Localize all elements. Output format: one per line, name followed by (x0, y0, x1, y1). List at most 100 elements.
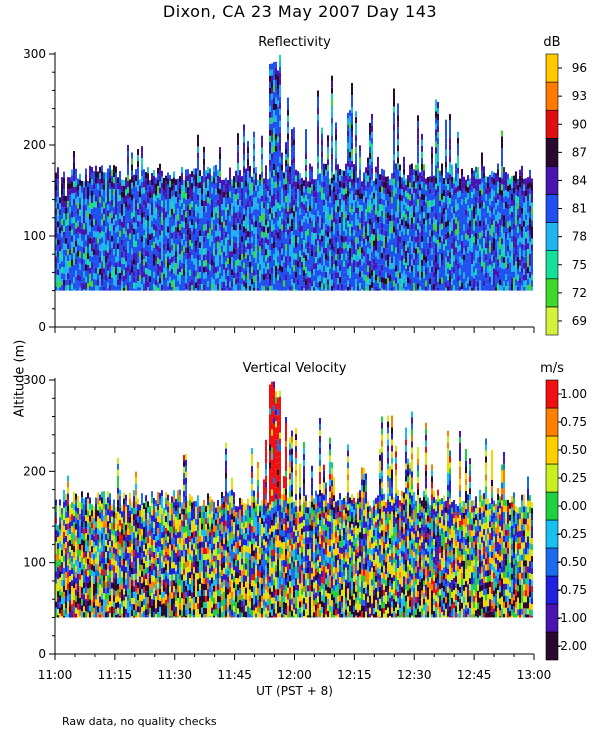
data-cell (485, 236, 487, 243)
data-cell (451, 170, 453, 177)
data-cell (269, 219, 271, 226)
data-cell (505, 184, 507, 190)
data-cell (473, 284, 475, 291)
data-cell (491, 230, 493, 237)
data-cell (215, 254, 217, 261)
data-cell (169, 199, 171, 206)
data-cell (285, 184, 287, 191)
data-cell (273, 278, 275, 284)
data-cell (483, 178, 485, 185)
data-cell (277, 244, 279, 251)
data-cell (261, 261, 263, 268)
data-cell (353, 230, 355, 236)
data-cell (393, 202, 395, 209)
data-cell (141, 236, 143, 243)
data-cell (471, 180, 473, 187)
data-cell (485, 248, 487, 255)
data-cell (237, 277, 239, 284)
data-cell (59, 203, 61, 210)
data-cell (133, 174, 135, 181)
data-cell (409, 242, 411, 249)
data-cell (437, 102, 439, 108)
data-cell (271, 219, 273, 226)
data-cell (363, 220, 365, 227)
data-cell (309, 241, 311, 248)
data-cell (59, 239, 61, 246)
data-cell (203, 194, 205, 201)
data-cell (147, 227, 149, 234)
data-cell (279, 222, 281, 229)
data-cell (473, 242, 475, 249)
data-cell (443, 244, 445, 251)
data-cell (235, 254, 237, 261)
data-cell (141, 230, 143, 237)
data-cell (377, 186, 379, 193)
data-cell (415, 188, 417, 195)
data-cell (447, 172, 449, 179)
data-cell (349, 290, 351, 291)
data-cell (321, 181, 323, 188)
data-cell (267, 179, 269, 186)
data-cell (301, 225, 303, 232)
data-cell (341, 265, 343, 272)
data-cell (419, 208, 421, 215)
data-cell (81, 258, 83, 265)
data-cell (481, 188, 483, 195)
data-cell (369, 140, 371, 147)
data-cell (169, 181, 171, 188)
data-cell (347, 130, 349, 137)
data-cell (321, 259, 323, 266)
data-cell (267, 287, 269, 291)
data-cell (111, 241, 113, 248)
data-cell (95, 165, 97, 172)
data-cell (335, 272, 337, 279)
data-cell (399, 248, 401, 255)
data-cell (299, 178, 301, 185)
data-cell (213, 243, 215, 250)
data-cell (291, 159, 293, 166)
data-cell (471, 204, 473, 211)
data-cell (471, 276, 473, 283)
data-cell (409, 230, 411, 237)
data-cell (415, 254, 417, 261)
data-cell (241, 290, 243, 291)
data-cell (299, 172, 301, 179)
data-cell (163, 183, 165, 190)
data-cell (407, 247, 409, 254)
data-cell (191, 267, 193, 274)
data-cell (457, 257, 459, 264)
data-cell (389, 179, 391, 186)
data-cell (377, 288, 379, 291)
data-cell (167, 220, 169, 227)
data-cell (449, 264, 451, 271)
data-cell (377, 276, 379, 283)
data-cell (297, 213, 299, 220)
data-cell (339, 229, 341, 235)
data-cell (393, 112, 395, 119)
data-cell (417, 145, 419, 152)
data-cell (467, 217, 469, 224)
data-cell (335, 230, 337, 237)
data-cell (413, 247, 415, 254)
data-cell (391, 251, 393, 258)
data-cell (321, 145, 323, 152)
data-cell (433, 205, 435, 212)
data-cell (285, 232, 287, 239)
data-cell (281, 176, 283, 183)
data-cell (323, 211, 325, 218)
data-cell (379, 228, 381, 235)
data-cell (205, 176, 207, 183)
data-cell (153, 289, 155, 291)
data-cell (453, 255, 455, 262)
data-cell (257, 197, 259, 204)
data-cell (467, 241, 469, 248)
data-cell (165, 205, 167, 212)
data-cell (483, 226, 485, 233)
data-cell (257, 209, 259, 216)
data-cell (349, 212, 351, 219)
data-cell (273, 284, 275, 290)
data-cell (457, 137, 459, 144)
data-cell (293, 127, 295, 134)
data-cell (449, 234, 451, 241)
data-cell (277, 118, 279, 125)
